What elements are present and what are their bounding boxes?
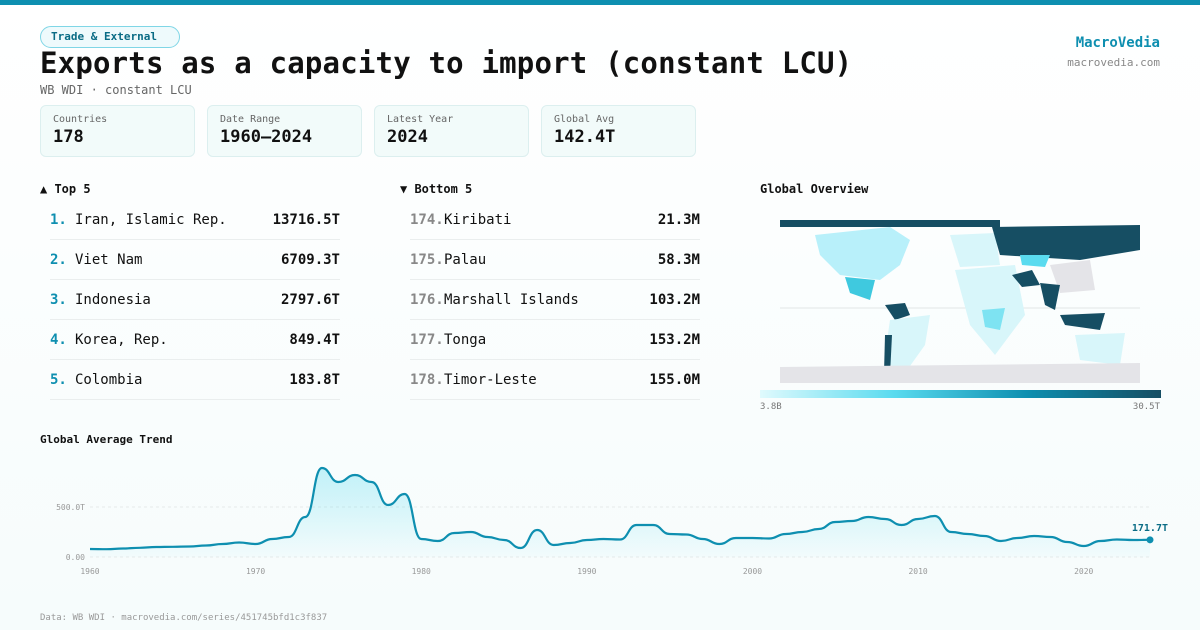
country-name: Marshall Islands — [444, 291, 579, 308]
country-name: Colombia — [75, 371, 143, 388]
country-name: Viet Nam — [75, 251, 143, 268]
country-colombia — [885, 303, 910, 320]
country-value: 13716.5T — [272, 211, 340, 228]
map-arctic-strip — [780, 220, 1000, 227]
category-badge[interactable]: Trade & External — [40, 26, 180, 48]
footer-source: Data: WB WDI · macrovedia.com/series/451… — [40, 613, 328, 623]
country-name: Kiribati — [444, 211, 512, 228]
country-mexico — [845, 277, 875, 300]
map-legend-gradient — [760, 390, 1161, 398]
country-central-africa — [982, 308, 1005, 330]
country-value: 153.2M — [649, 331, 700, 348]
rank: 1. — [50, 211, 67, 228]
stat-value: 1960–2024 — [220, 127, 313, 147]
country-china — [1050, 260, 1095, 293]
list-item[interactable]: 1. Iran, Islamic Rep. 13716.5T — [50, 200, 340, 240]
x-tick-label: 2010 — [908, 567, 927, 576]
stat-latest-year: Latest Year 2024 — [374, 105, 529, 157]
country-name: Indonesia — [75, 291, 151, 308]
country-south-america — [885, 315, 930, 380]
rank: 4. — [50, 331, 67, 348]
country-europe — [950, 233, 1000, 267]
y-tick-label: 500.0T — [56, 503, 85, 512]
stat-value: 2024 — [387, 127, 428, 147]
stat-label: Date Range — [220, 114, 281, 125]
map-legend-max: 30.5T — [1132, 402, 1160, 412]
list-item[interactable]: 5. Colombia 183.8T — [50, 360, 340, 400]
brand-logo[interactable]: MacroVedia — [1075, 35, 1160, 51]
country-antarctica — [780, 363, 1140, 383]
list-item[interactable]: 175. Palau 58.3M — [410, 240, 700, 280]
last-value-label: 171.7T — [1132, 523, 1168, 534]
stat-date-range: Date Range 1960–2024 — [207, 105, 362, 157]
rank: 178. — [410, 371, 444, 388]
rank: 2. — [50, 251, 67, 268]
y-tick-label: 0.00 — [66, 553, 85, 562]
x-tick-label: 2020 — [1074, 567, 1093, 576]
x-tick-label: 1990 — [577, 567, 596, 576]
stat-countries: Countries 178 — [40, 105, 195, 157]
country-name: Korea, Rep. — [75, 331, 168, 348]
country-value: 6709.3T — [280, 251, 340, 268]
country-kazakhstan — [1020, 255, 1050, 267]
country-australia — [1075, 333, 1125, 365]
stat-value: 142.4T — [554, 127, 616, 147]
country-value: 849.4T — [289, 331, 340, 348]
rank: 176. — [410, 291, 444, 308]
country-iran — [1012, 270, 1040, 287]
country-value: 103.2M — [649, 291, 700, 308]
country-value: 2797.6T — [280, 291, 340, 308]
chart-title: Global Average Trend — [40, 433, 173, 446]
country-value: 21.3M — [657, 211, 700, 228]
series-line — [89, 466, 1151, 551]
list-item[interactable]: 174. Kiribati 21.3M — [410, 200, 700, 240]
brand-url[interactable]: macrovedia.com — [1067, 56, 1160, 69]
area-fill — [90, 468, 1150, 557]
country-chile — [884, 335, 892, 375]
stat-label: Latest Year — [387, 114, 454, 125]
last-point — [1146, 536, 1154, 544]
list-item[interactable]: 4. Korea, Rep. 849.4T — [50, 320, 340, 360]
country-russia — [992, 225, 1140, 260]
top-accent-bar — [0, 0, 1200, 5]
x-tick-label: 1980 — [412, 567, 431, 576]
map-title: Global Overview — [760, 182, 869, 196]
stat-label: Global Avg — [554, 114, 615, 125]
rank: 3. — [50, 291, 67, 308]
country-name: Timor-Leste — [444, 371, 537, 388]
trend-chart[interactable]: 0.00 500.0T 1960 1970 1980 1990 2000 2010 2020 17… — [0, 450, 1200, 580]
list-item[interactable]: 176. Marshall Islands 103.2M — [410, 280, 700, 320]
list-item[interactable]: 3. Indonesia 2797.6T — [50, 280, 340, 320]
rank: 175. — [410, 251, 444, 268]
x-tick-label: 2000 — [743, 567, 762, 576]
list-item[interactable]: 2. Viet Nam 6709.3T — [50, 240, 340, 280]
subtitle: WB WDI · constant LCU — [40, 83, 192, 97]
bottom5-title: ▼ Bottom 5 — [400, 182, 473, 196]
x-tick-label: 1970 — [246, 567, 265, 576]
country-value: 155.0M — [649, 371, 700, 388]
map-legend-min: 3.8B — [760, 402, 782, 412]
country-name: Palau — [444, 251, 487, 268]
top5-title: ▲ Top 5 — [40, 182, 91, 196]
world-map[interactable] — [760, 205, 1162, 385]
country-india — [1040, 283, 1060, 310]
page-title: Exports as a capacity to import (constan… — [40, 46, 853, 80]
country-value: 183.8T — [289, 371, 340, 388]
country-name: Tonga — [444, 331, 487, 348]
rank: 174. — [410, 211, 444, 228]
list-item[interactable]: 177. Tonga 153.2M — [410, 320, 700, 360]
list-item[interactable]: 178. Timor-Leste 155.0M — [410, 360, 700, 400]
stat-global-avg: Global Avg 142.4T — [541, 105, 696, 157]
rank: 5. — [50, 371, 67, 388]
stat-value: 178 — [53, 127, 84, 147]
country-name: Iran, Islamic Rep. — [75, 211, 227, 228]
rank: 177. — [410, 331, 444, 348]
stat-label: Countries — [53, 114, 108, 125]
country-indonesia — [1060, 313, 1105, 330]
x-tick-label: 1960 — [80, 567, 99, 576]
country-north-america — [815, 227, 910, 280]
country-value: 58.3M — [657, 251, 700, 268]
